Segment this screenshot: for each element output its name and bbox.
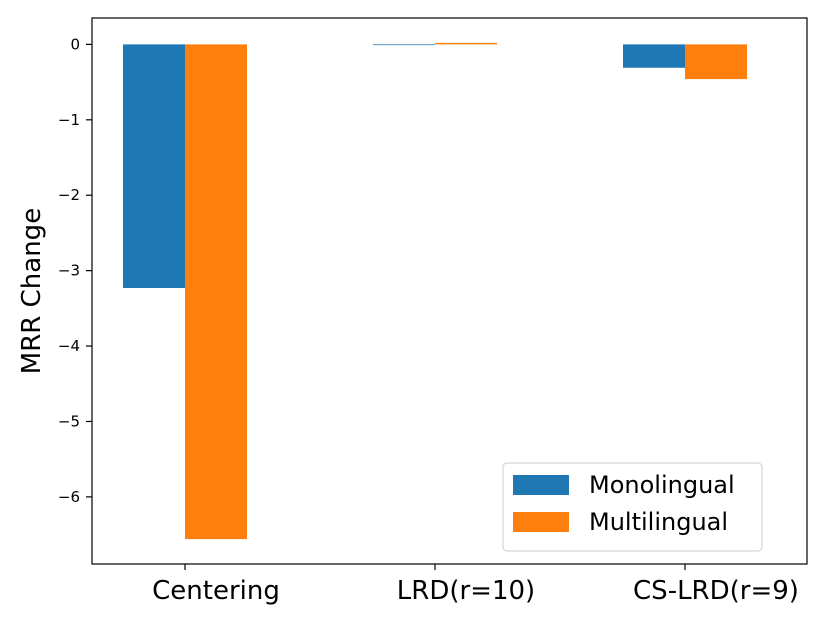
legend-label-monolingual: Monolingual — [589, 471, 735, 499]
x-tick-label: Centering — [152, 576, 280, 606]
y-tick-label: −5 — [58, 412, 80, 430]
legend-swatch-monolingual — [513, 475, 569, 495]
plot-frame — [91, 17, 808, 565]
y-axis-label: MRR Change — [17, 208, 47, 374]
bar-monolingual-0 — [123, 44, 185, 288]
bar-multilingual-1 — [435, 42, 497, 45]
bar-monolingual-1 — [373, 44, 435, 46]
y-tick-label: −6 — [58, 488, 80, 506]
x-tick-label: CS-LRD(r=9) — [633, 576, 799, 606]
y-tick-label: −4 — [58, 337, 80, 355]
bar-multilingual-2 — [685, 44, 747, 80]
bar-multilingual-0 — [185, 44, 247, 540]
x-axis-ticks: Centering LRD(r=10) CS-LRD(r=9) — [152, 564, 799, 606]
y-tick-label: −2 — [58, 186, 80, 204]
y-tick-label: −3 — [58, 262, 80, 280]
bars-group — [123, 42, 747, 540]
y-tick-label: −1 — [58, 111, 80, 129]
legend-label-multilingual: Multilingual — [589, 508, 728, 536]
legend: Monolingual Multilingual — [502, 462, 763, 552]
y-axis-ticks: 0 −1 −2 −3 −4 −5 −6 — [58, 35, 92, 506]
bar-monolingual-2 — [623, 44, 685, 68]
y-tick-label: 0 — [70, 35, 80, 53]
legend-swatch-multilingual — [513, 512, 569, 532]
x-tick-label: LRD(r=10) — [397, 576, 535, 606]
